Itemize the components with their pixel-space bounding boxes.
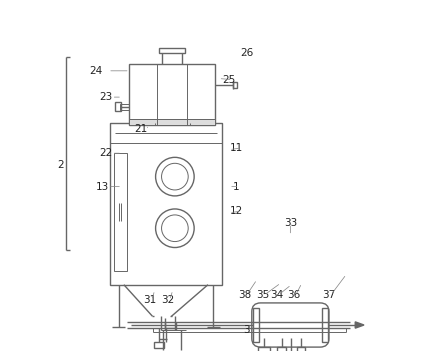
Text: 36: 36 — [287, 290, 301, 300]
Bar — [129, 119, 215, 125]
Bar — [233, 82, 237, 88]
Bar — [321, 308, 328, 342]
Text: 12: 12 — [230, 206, 243, 216]
FancyBboxPatch shape — [252, 303, 329, 347]
Text: 24: 24 — [89, 66, 103, 76]
Bar — [114, 153, 127, 271]
Text: 22: 22 — [99, 148, 113, 158]
Bar — [253, 308, 259, 342]
Bar — [110, 124, 222, 143]
Text: 11: 11 — [230, 143, 243, 153]
Text: 25: 25 — [222, 75, 236, 84]
Bar — [129, 64, 215, 125]
Text: 21: 21 — [135, 124, 148, 134]
Text: 1: 1 — [233, 182, 239, 191]
Text: 35: 35 — [256, 290, 269, 300]
Bar — [297, 347, 305, 352]
Polygon shape — [355, 322, 364, 328]
Text: 34: 34 — [270, 290, 283, 300]
Bar — [120, 103, 129, 110]
Bar — [159, 48, 185, 53]
Text: 26: 26 — [240, 48, 253, 58]
Text: 2: 2 — [57, 161, 64, 170]
Text: 38: 38 — [238, 290, 251, 300]
Text: 13: 13 — [96, 182, 109, 191]
Text: 33: 33 — [284, 218, 297, 228]
Text: 31: 31 — [143, 295, 157, 306]
Text: 32: 32 — [161, 295, 174, 306]
Bar — [115, 102, 121, 111]
Bar — [154, 342, 164, 348]
Text: 37: 37 — [322, 290, 336, 300]
Text: 3: 3 — [243, 325, 250, 335]
Bar — [110, 124, 222, 285]
Bar — [258, 347, 270, 352]
Text: 23: 23 — [99, 92, 113, 102]
Bar — [278, 347, 286, 352]
